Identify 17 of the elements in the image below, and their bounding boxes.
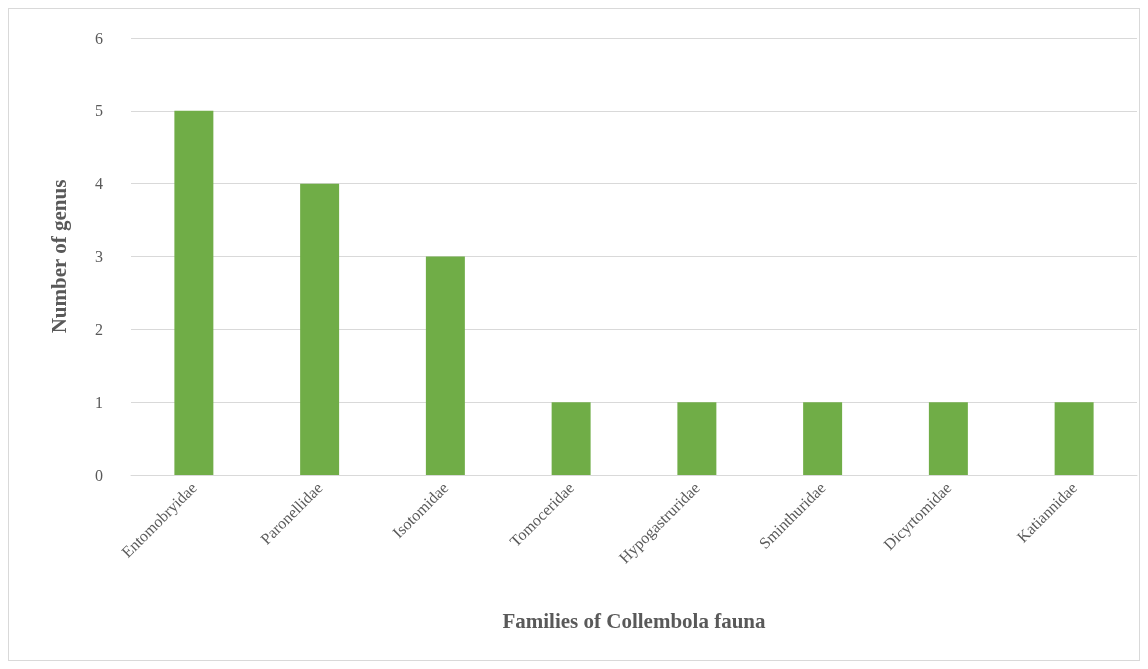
- y-tick-label: 1: [95, 393, 103, 411]
- y-tick-label: 5: [95, 102, 103, 120]
- bar: [551, 402, 591, 475]
- y-axis-title: Number of genus: [46, 179, 71, 334]
- bar: [300, 183, 340, 475]
- bar: [425, 256, 465, 475]
- bar: [174, 110, 214, 475]
- bar: [677, 402, 717, 475]
- y-tick-label: 0: [95, 466, 103, 484]
- y-tick-label: 4: [95, 175, 103, 193]
- y-tick-label: 6: [95, 29, 103, 47]
- y-tick-label: 3: [95, 248, 103, 265]
- x-axis-title: Families of Collembola fauna: [502, 608, 767, 633]
- bar: [803, 402, 843, 475]
- bar: [1054, 402, 1094, 475]
- bar: [928, 402, 968, 475]
- y-tick-label: 2: [95, 320, 103, 338]
